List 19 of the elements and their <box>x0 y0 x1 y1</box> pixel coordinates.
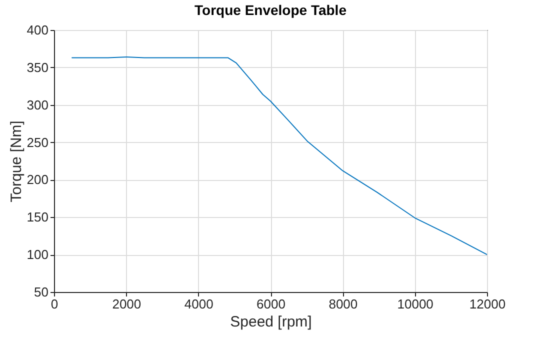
x-axis-title: Speed [rpm] <box>230 314 312 330</box>
x-tick-label: 10000 <box>397 296 434 312</box>
x-tick-label: 0 <box>50 296 58 312</box>
y-tick-label: 300 <box>26 97 48 112</box>
y-tick-label: 200 <box>26 172 48 188</box>
y-tick-label: 100 <box>26 247 48 262</box>
x-tick-label: 2000 <box>112 296 142 312</box>
x-tick-label: 12000 <box>469 296 506 312</box>
x-tick-label: 6000 <box>256 296 286 312</box>
y-axis-title: Torque [Nm] <box>8 120 25 202</box>
y-tick-label: 400 <box>26 22 48 38</box>
line-series <box>72 56 487 256</box>
x-tick-label: 8000 <box>328 296 358 312</box>
y-tick-label: 250 <box>26 134 48 150</box>
y-tick-label: 50 <box>34 284 48 300</box>
y-tick-label: 350 <box>26 60 48 75</box>
chart-title: Torque Envelope Table <box>194 2 347 18</box>
y-tick-label: 150 <box>26 210 48 225</box>
x-tick-label: 4000 <box>184 296 214 312</box>
